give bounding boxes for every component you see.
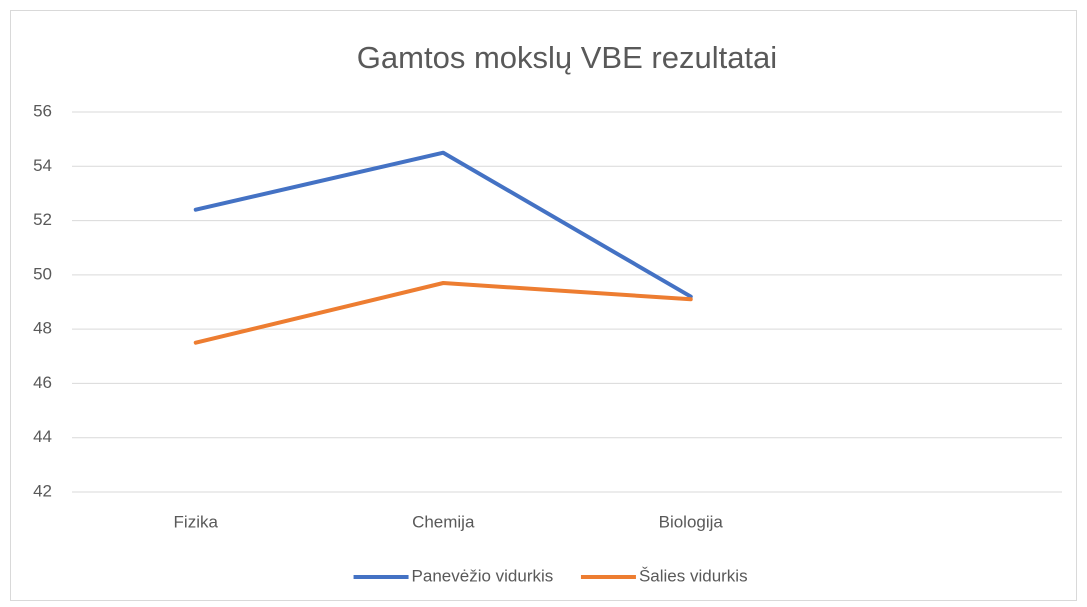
x-tick-label: Chemija	[412, 512, 475, 531]
y-tick-label: 46	[33, 373, 52, 392]
legend-label: Šalies vidurkis	[639, 566, 748, 585]
y-tick-label: 48	[33, 319, 52, 338]
legend-label: Panevėžio vidurkis	[412, 566, 554, 585]
x-tick-label: Fizika	[174, 512, 219, 531]
chart-border	[10, 10, 1077, 601]
chart-title: Gamtos mokslų VBE rezultatai	[357, 40, 777, 75]
series-line	[193, 150, 693, 299]
y-tick-label: 50	[33, 264, 52, 283]
x-tick-label: Biologija	[659, 512, 724, 531]
series-line	[193, 281, 693, 345]
y-tick-label: 56	[33, 101, 52, 120]
y-tick-label: 54	[33, 156, 52, 175]
y-tick-label: 44	[33, 427, 52, 446]
y-tick-label: 42	[33, 481, 52, 500]
y-tick-label: 52	[33, 210, 52, 229]
